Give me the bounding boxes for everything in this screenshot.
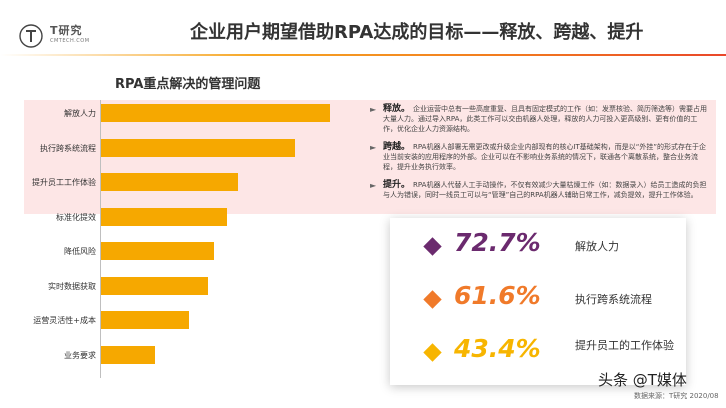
chart-axis-line	[100, 100, 101, 378]
stat-value: 43.4%	[454, 334, 541, 363]
category-label: 解放人力	[64, 109, 96, 118]
brand-logo: T研究 CMTECH.COM	[18, 21, 98, 51]
diamond-icon	[423, 290, 442, 309]
category-label: 业务要求	[64, 350, 96, 360]
triangle-bullet-icon: ►	[370, 181, 377, 190]
bullet-text: RPA机器人部署无需更改或升级企业内部现有的核心IT基础架构，而是以“外挂”的形…	[383, 143, 707, 171]
category-label: 执行跨系统流程	[40, 143, 96, 153]
stat-row-experience: 43.4% 提升员工的工作体验	[390, 328, 686, 378]
bar	[101, 138, 296, 157]
triangle-bullet-icon: ►	[370, 105, 377, 114]
bar	[101, 311, 190, 329]
triangle-bullet-icon: ►	[370, 143, 377, 152]
stat-row-cross-system: 61.6% 执行跨系统流程	[390, 275, 686, 325]
bullet-lead: 提升。	[383, 180, 411, 190]
category-label: 标准化提效	[56, 212, 96, 222]
bullet-text: 企业运营中总有一些高度重复、且具有固定模式的工作（如：发票核验、简历筛选等）需要…	[383, 105, 708, 133]
bar	[101, 104, 330, 122]
chart-title: RPA重点解决的管理问题	[115, 77, 261, 92]
title-divider	[0, 54, 726, 56]
bullet-release: ► 释放。 企业运营中总有一些高度重复、且具有固定模式的工作（如：发票核验、简历筛…	[368, 104, 708, 134]
bullet-lead: 跨越。	[383, 142, 411, 152]
bullet-lead: 释放。	[383, 104, 411, 114]
page-title: 企业用户期望借助RPA达成的目标——释放、跨越、提升	[190, 22, 644, 43]
bar	[101, 173, 238, 191]
logo-mark-icon	[19, 24, 43, 48]
diamond-icon	[423, 237, 442, 256]
source-note: 数据来源：T研究 2020/08	[634, 392, 719, 400]
watermark: 头条 @T媒体	[598, 371, 687, 389]
stats-panel: 72.7% 解放人力 61.6% 执行跨系统流程 43.4% 提升员工的工作体验	[390, 218, 686, 385]
diamond-icon	[423, 343, 442, 362]
logo-text: T研究	[50, 24, 83, 37]
category-label: 运营灵活性+成本	[33, 316, 96, 325]
category-label: 提升员工工作体验	[32, 178, 96, 187]
bar	[101, 276, 209, 295]
stat-label: 提升员工的工作体验	[575, 339, 674, 352]
stat-row-release: 72.7% 解放人力	[390, 222, 686, 272]
bar	[101, 345, 155, 364]
category-label: 降低风险	[64, 247, 96, 256]
stat-label: 解放人力	[575, 240, 619, 253]
bullet-crossover: ► 跨越。 RPA机器人部署无需更改或升级企业内部现有的核心IT基础架构，而是以“…	[368, 142, 708, 172]
bar	[101, 242, 215, 260]
logo-subtext: CMTECH.COM	[50, 38, 90, 44]
bar	[101, 207, 227, 226]
stat-label: 执行跨系统流程	[575, 293, 652, 306]
bullet-improve: ► 提升。 RPA机器人代替人工手动操作，不仅有效减少大量枯燥工作（如：数据录入）…	[368, 180, 708, 200]
bullet-text: RPA机器人代替人工手动操作，不仅有效减少大量枯燥工作（如：数据录入）给员工造成…	[383, 181, 707, 199]
stat-value: 61.6%	[454, 281, 541, 310]
stat-value: 72.7%	[454, 228, 541, 257]
bullet-list: ► 释放。 企业运营中总有一些高度重复、且具有固定模式的工作（如：发票核验、简历筛…	[368, 104, 708, 208]
category-label: 实时数据获取	[48, 281, 96, 291]
